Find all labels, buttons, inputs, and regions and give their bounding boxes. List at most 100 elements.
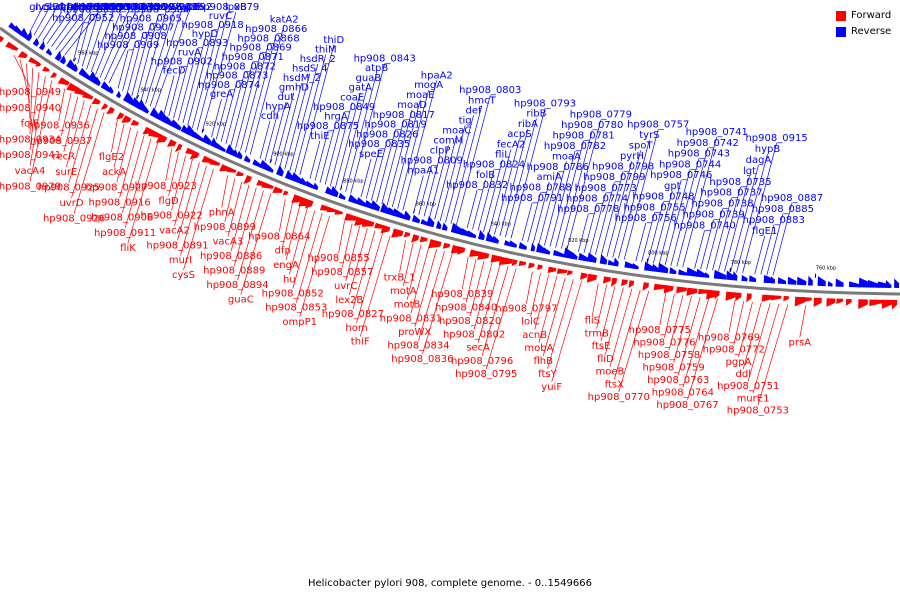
reverse-gene-block xyxy=(669,267,677,275)
reverse-gene-label: hp908_0958 xyxy=(60,2,122,13)
forward-gene-label: hp908_0941 xyxy=(0,150,61,161)
scale-tick-label: 840 kbp xyxy=(491,222,511,228)
forward-gene-block xyxy=(28,57,40,66)
gene-leader-line xyxy=(196,11,229,131)
reverse-gene-block xyxy=(71,63,78,73)
forward-gene-label: hp908_0775 xyxy=(629,325,691,336)
reverse-gene-label: speE xyxy=(359,149,383,160)
gene-leader-line xyxy=(445,115,474,223)
reverse-gene-block xyxy=(808,275,813,286)
gene-leader-line xyxy=(71,108,98,199)
reverse-gene-label: tyrS xyxy=(639,130,659,141)
gene-leader-line xyxy=(352,230,376,309)
reverse-gene-label: hp908_0803 xyxy=(459,85,521,96)
gene-leader-line xyxy=(289,63,319,172)
gene-leader-line xyxy=(706,208,723,270)
forward-gene-block xyxy=(676,286,687,294)
reverse-gene-label: hp908_0835 xyxy=(348,139,410,150)
reverse-gene-label: hp908_0782 xyxy=(544,141,606,152)
reverse-gene-label: hp908_0738 xyxy=(691,199,753,210)
forward-gene-label: hp908_0899 xyxy=(194,222,256,233)
gene-leader-line xyxy=(29,11,41,33)
gene-leader-line xyxy=(108,11,144,83)
reverse-gene-block xyxy=(885,279,891,288)
reverse-gene-label: hp908_0903 xyxy=(135,2,197,13)
reverse-gene-label: guaB xyxy=(356,73,382,84)
reverse-gene-label: hp908_0875 xyxy=(297,121,359,132)
forward-gene-block xyxy=(869,299,883,307)
gene-leader-line xyxy=(285,204,301,261)
reverse-gene-block xyxy=(770,276,775,284)
reverse-gene-block xyxy=(732,271,738,281)
reverse-gene-block xyxy=(243,155,251,163)
reverse-gene-label: ruvA xyxy=(178,47,201,58)
forward-gene-label: fliS xyxy=(585,316,600,327)
forward-gene-block xyxy=(174,143,183,153)
forward-gene-block xyxy=(42,66,50,72)
forward-gene-block xyxy=(411,234,420,243)
scale-tick-label: 820 kbp xyxy=(568,238,588,244)
reverse-gene-block xyxy=(599,254,608,265)
forward-gene-label: vacA2 xyxy=(159,226,190,237)
forward-gene-label: hp908_0827 xyxy=(322,309,384,320)
gene-leader-line xyxy=(26,63,31,119)
forward-gene-label: surE xyxy=(55,167,77,178)
reverse-gene-label: hp908_0930 xyxy=(82,2,144,13)
reverse-gene-block xyxy=(214,142,226,153)
forward-gene-label: thiF xyxy=(351,337,370,348)
forward-gene-block xyxy=(725,291,737,301)
gene-leader-line xyxy=(521,202,533,241)
gene-leader-line xyxy=(376,129,396,203)
reverse-gene-label: hp908_0735 xyxy=(709,177,771,188)
reverse-gene-label: hp908_0798 xyxy=(592,162,654,173)
gene-leader-line xyxy=(485,268,517,370)
reverse-gene-block xyxy=(93,76,101,87)
reverse-gene-label: hp908_0739 xyxy=(682,210,744,221)
gene-leader-line xyxy=(201,11,237,133)
gene-leader-line xyxy=(652,190,673,264)
forward-gene-label: guaC xyxy=(228,295,254,306)
reverse-gene-block xyxy=(164,116,173,126)
reverse-gene-block xyxy=(478,229,485,241)
reverse-gene-label: hp908_0872 xyxy=(214,61,276,72)
reverse-gene-block xyxy=(411,214,421,224)
gene-leader-line xyxy=(527,192,541,243)
gene-leader-line xyxy=(718,186,741,271)
reverse-gene-block xyxy=(107,86,114,94)
gene-leader-line xyxy=(90,11,114,73)
reverse-gene-label: carB xyxy=(87,2,110,13)
forward-gene-label: recR xyxy=(53,152,76,163)
reverse-gene-block xyxy=(19,27,28,39)
gene-leader-line xyxy=(613,289,641,380)
gene-leader-line xyxy=(345,73,377,192)
reverse-gene-label: lgt xyxy=(743,166,756,177)
reverse-gene-block xyxy=(25,30,32,42)
reverse-gene-block xyxy=(827,281,833,287)
gene-leader-line xyxy=(481,266,509,356)
gene-leader-line xyxy=(560,130,593,249)
forward-gene-block xyxy=(66,82,80,92)
forward-gene-label: secA xyxy=(466,343,490,354)
forward-gene-block xyxy=(91,97,101,105)
reverse-gene-label: fliL xyxy=(495,150,510,161)
gene-leader-lines xyxy=(13,11,807,406)
forward-gene-label: dfp xyxy=(275,246,291,257)
forward-gene-label: hp908_0770 xyxy=(588,392,650,403)
reverse-gene-block xyxy=(867,279,879,288)
gene-leader-line xyxy=(530,273,541,317)
forward-gene-label: hp908_0836 xyxy=(391,354,453,365)
gene-leader-line xyxy=(682,297,710,388)
forward-gene-label: hom xyxy=(345,323,367,334)
forward-gene-label: hp908_0911 xyxy=(94,228,156,239)
reverse-gene-label: gmhD xyxy=(279,83,309,94)
forward-gene-label: phnA xyxy=(209,207,235,218)
gene-leader-line xyxy=(505,118,537,238)
forward-gene-label: hp908_0934 xyxy=(0,134,61,145)
reverse-gene-label: acpS xyxy=(507,129,531,140)
reverse-gene-block xyxy=(466,230,477,239)
forward-gene-label: fliD xyxy=(597,354,614,365)
forward-swatch xyxy=(836,11,846,21)
gene-leader-line xyxy=(483,159,503,233)
reverse-gene-block xyxy=(678,269,688,276)
gene-leader-line xyxy=(33,11,48,36)
